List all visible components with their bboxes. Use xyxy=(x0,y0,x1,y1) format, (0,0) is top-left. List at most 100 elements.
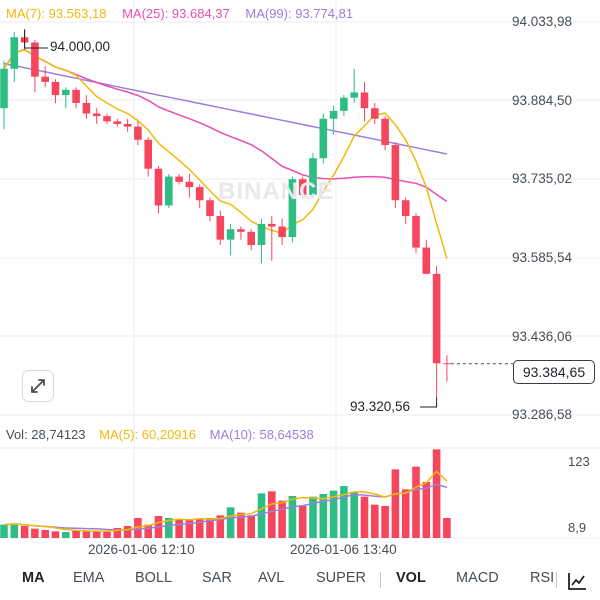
candle-body xyxy=(340,97,348,111)
candle-body xyxy=(10,37,19,69)
candle-body xyxy=(154,168,163,206)
volume-bar xyxy=(31,528,39,538)
volume-bar xyxy=(216,515,225,538)
volume-bar xyxy=(123,526,132,538)
chart-settings-icon[interactable] xyxy=(566,570,588,592)
high-price-label: 94.000,00 xyxy=(50,39,111,54)
candle-body xyxy=(165,176,173,206)
tab-avl[interactable]: AVL xyxy=(258,570,285,586)
candle-body xyxy=(309,158,317,195)
price-axis-label: 93.585,54 xyxy=(512,250,573,265)
volume-axis-label: 8,9 xyxy=(568,520,587,535)
volume-bar xyxy=(340,486,348,538)
volume-axis-label: 123 xyxy=(568,454,590,469)
ma99-line xyxy=(3,62,448,155)
candle-body xyxy=(134,126,142,140)
candle-body xyxy=(329,110,338,119)
tab-separator xyxy=(380,572,381,588)
tab-vol[interactable]: VOL xyxy=(396,570,426,586)
volume-bar xyxy=(278,500,286,538)
candle-body xyxy=(144,139,152,169)
price-axis-label: 93.436,06 xyxy=(512,329,573,344)
candle-body xyxy=(371,108,379,119)
volume-bar xyxy=(319,494,328,538)
price-markers xyxy=(24,29,513,408)
volume-bar xyxy=(51,531,60,538)
volume-bars-group xyxy=(0,449,451,538)
volume-legend: Vol: 28,74123 MA(5): 60,20916 MA(10): 58… xyxy=(6,427,324,442)
candle-body xyxy=(381,118,389,146)
candle-body xyxy=(401,200,410,217)
volume-bar xyxy=(10,523,19,538)
volume-bar xyxy=(165,518,173,538)
volume-bar xyxy=(103,532,111,538)
grid-lines xyxy=(0,0,600,540)
volume-bar xyxy=(329,490,338,538)
tab-boll[interactable]: BOLL xyxy=(135,570,173,586)
candle-body xyxy=(0,68,8,109)
volume-bar xyxy=(288,496,297,538)
price-axis-label: 93.884,50 xyxy=(512,93,573,108)
ma25-legend: MA(25): 93.684,37 xyxy=(122,6,230,21)
volume-bar xyxy=(82,531,91,538)
volume-bar xyxy=(62,532,70,538)
volume-bar xyxy=(298,506,307,538)
candle-body xyxy=(432,273,441,364)
moving-average-lines xyxy=(3,48,448,259)
candle-body xyxy=(422,247,431,274)
high-price-pointer xyxy=(24,29,48,49)
candle-body xyxy=(216,216,225,240)
ma7-legend: MA(7): 93.563,18 xyxy=(6,6,107,21)
volume-bar xyxy=(257,493,266,538)
low-price-label: 93.320,56 xyxy=(350,399,411,414)
tab-super[interactable]: SUPER xyxy=(316,570,366,586)
tab-rsi[interactable]: RSI xyxy=(530,570,555,586)
volume-ma5-line xyxy=(3,470,448,532)
candles-group xyxy=(0,29,451,398)
volume-bar xyxy=(432,449,441,538)
candle-body xyxy=(412,216,420,248)
volume-bar xyxy=(92,530,101,538)
candle-body xyxy=(72,89,80,103)
candle-body xyxy=(268,223,276,227)
indicator-tabs: MA EMA BOLL SAR AVL SUPER VOL MACD RSI xyxy=(0,566,600,596)
candle-body xyxy=(278,226,286,238)
volume-bar xyxy=(371,504,379,538)
volume-bar xyxy=(72,530,80,538)
tab-separator xyxy=(556,572,557,588)
volume-bar xyxy=(41,530,49,538)
candle-body xyxy=(185,181,194,188)
volume-bar xyxy=(20,526,29,538)
tab-ema[interactable]: EMA xyxy=(73,570,105,586)
ma7-line xyxy=(3,48,448,259)
candle-body xyxy=(350,92,358,98)
volume-bar xyxy=(309,496,317,538)
volume-bar xyxy=(360,496,369,538)
volume-bar xyxy=(226,507,235,538)
candle-body xyxy=(247,231,255,245)
tab-ma[interactable]: MA xyxy=(22,570,45,586)
volume-ma10-line xyxy=(3,483,448,531)
volume-bar xyxy=(195,519,204,538)
volume-bar xyxy=(206,518,214,538)
ma99-legend: MA(99): 93.774,81 xyxy=(245,6,354,21)
candle-body xyxy=(391,145,400,201)
expand-button[interactable] xyxy=(22,370,54,402)
volume-bar xyxy=(422,482,431,538)
low-price-pointer xyxy=(420,397,438,408)
watermark: BINANCE xyxy=(218,178,335,205)
candle-body xyxy=(257,223,266,245)
candle-body xyxy=(298,179,307,195)
price-axis-label: 93.735,02 xyxy=(512,171,573,186)
candle-body xyxy=(82,102,91,114)
volume-value: Vol: 28,74123 xyxy=(6,427,86,442)
volume-bar xyxy=(237,512,245,538)
current-price-badge: 93.384,65 xyxy=(513,360,595,384)
volume-bar xyxy=(412,466,420,538)
tab-sar[interactable]: SAR xyxy=(202,570,232,586)
candle-body xyxy=(319,118,328,159)
candle-body xyxy=(360,92,369,109)
tab-macd[interactable]: MACD xyxy=(456,570,499,586)
candle-body xyxy=(237,229,245,232)
